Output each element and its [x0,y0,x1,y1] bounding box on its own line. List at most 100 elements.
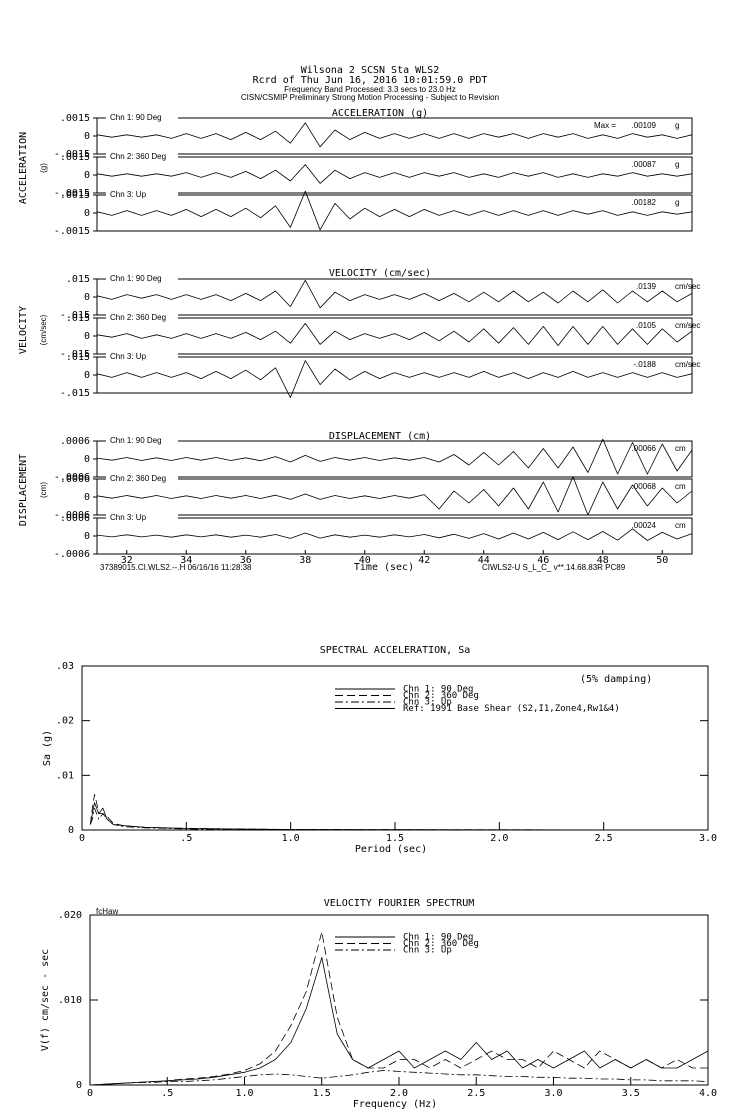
series-line [89,931,708,1086]
channel-label: Chn 3: Up [110,352,147,361]
channel-label: Chn 3: Up [110,190,147,199]
y-axis-unit: (g) [39,163,48,173]
x-tick-label: 2.5 [595,833,613,844]
trace [96,279,693,309]
channel-label: Chn 1: 90 Deg [110,436,162,445]
channel-label-bg [106,513,178,523]
max-value: .00024 [632,521,657,530]
trace [96,528,693,541]
trace [96,164,693,184]
max-value: .00109 [632,121,657,130]
header-band: Frequency Band Processed: 3.3 secs to 23… [284,85,456,94]
trace [96,122,693,148]
header-note: CISN/CSMIP Preliminary Strong Motion Pro… [241,93,499,102]
max-value: -.0188 [633,360,656,369]
x-tick-label: 32 [121,555,133,566]
trace [96,438,693,475]
series-line [89,802,708,831]
y-tick-label: -.0006 [54,472,90,483]
panel-frame [96,478,693,516]
max-unit: g [675,121,679,130]
y-tick-label: -.0015 [54,149,90,160]
chart-title: VELOCITY (cm/sec) [329,268,431,279]
max-value: .0105 [636,321,657,330]
channel-label-bg [106,152,178,162]
trace [96,322,693,347]
series-line [89,957,709,1086]
y-tick-label: .010 [58,995,82,1006]
x-tick-label: 0 [79,833,85,844]
legend-label: Ref: 1991 Base Shear (S2,I1,Zone4,Rw1&4) [403,704,620,714]
max-unit: cm [675,521,686,530]
trace [96,190,693,231]
channel-label: Chn 2: 360 Deg [110,474,166,483]
y-tick-label: 0 [84,208,90,219]
y-tick-label: 0 [68,825,74,836]
panel-frame [96,194,693,232]
y-axis-label: Sa (g) [42,730,53,766]
legend-label: Chn 2: 360 Deg [403,939,479,949]
max-unit: cm [675,482,686,491]
max-value: .0139 [636,282,657,291]
y-tick-label: .0006 [60,513,90,524]
x-tick-label: 36 [240,555,252,566]
chart-title: SPECTRAL ACCELERATION, Sa [320,645,471,656]
channel-label-bg [106,113,178,123]
y-tick-label: .015 [66,274,90,285]
legend-label: Chn 3: Up [403,698,452,708]
y-axis-label: VELOCITY [18,306,29,354]
footer-right: CIWLS2-U S_L_C_ v**.14.68.83R PC89 [482,563,626,572]
y-axis-unit: (cm) [39,482,48,498]
x-tick-label: 44 [478,555,490,566]
x-tick-label: 0 [87,1088,93,1099]
x-tick-label: 3.5 [622,1088,640,1099]
y-tick-label: 0 [76,1080,82,1091]
y-tick-label: .0015 [60,113,90,124]
max-value: .00182 [632,198,657,207]
annotation: fcHaw [96,907,118,916]
y-tick-label: .0015 [60,190,90,201]
header-record: Rcrd of Thu Jun 16, 2016 10:01:59.0 PDT [253,75,488,86]
panel-frame [96,517,693,555]
max-prefix: Max = [594,121,616,130]
x-tick-label: 34 [180,555,192,566]
y-tick-label: 0 [84,131,90,142]
y-tick-label: .0015 [60,152,90,163]
max-unit: g [675,198,679,207]
x-tick-label: 1.0 [235,1088,253,1099]
channel-label-bg [106,436,178,446]
y-tick-label: -.015 [60,349,90,360]
y-tick-label: -.0015 [54,226,90,237]
panel-frame [96,317,693,355]
legend-label: Chn 1: 90 Deg [403,685,473,695]
y-tick-label: .020 [58,910,82,921]
channel-label-bg [106,474,178,484]
y-axis-label: V(f) cm/sec - sec [40,949,51,1051]
legend-label: Chn 2: 360 Deg [403,691,479,701]
y-tick-label: .0006 [60,474,90,485]
y-tick-label: .02 [56,716,74,727]
y-tick-label: .015 [66,352,90,363]
max-unit: cm [675,444,686,453]
chart-title: VELOCITY FOURIER SPECTRUM [324,898,475,909]
x-tick-label: 50 [656,555,668,566]
x-tick-label: 46 [537,555,549,566]
x-tick-label: .5 [161,1088,173,1099]
y-axis-label: DISPLACEMENT [18,454,29,526]
max-unit: cm/sec [675,321,700,330]
channel-label-bg [106,313,178,323]
x-axis-label: Time (sec) [354,562,414,573]
panel-frame [96,156,693,194]
series-line [89,794,708,831]
x-tick-label: 3.0 [544,1088,562,1099]
annotation: (5% damping) [580,674,652,685]
x-tick-label: .5 [180,833,192,844]
legend-label: Chn 3: Up [403,946,452,956]
channel-label: Chn 1: 90 Deg [110,274,162,283]
chart-title: DISPLACEMENT (cm) [329,431,431,442]
x-tick-label: 1.5 [386,833,404,844]
channel-label-bg [106,274,178,284]
y-tick-label: 0 [84,331,90,342]
